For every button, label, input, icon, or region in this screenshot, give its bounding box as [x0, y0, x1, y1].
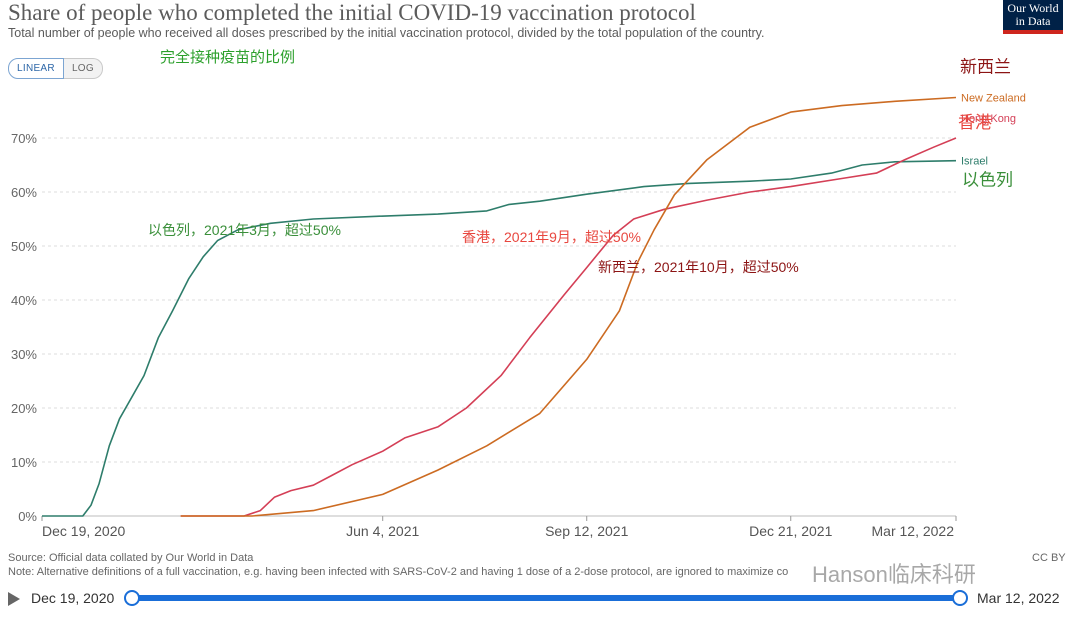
timeline: Dec 19, 2020 Mar 12, 2022: [0, 586, 1080, 612]
source-note: Source: Official data collated by Our Wo…: [8, 552, 254, 564]
line-chart: 0% 10% 20% 30% 40% 50% 60% 70% Dec 19, 2020 Jun …: [11, 58, 1026, 540]
play-icon[interactable]: [8, 592, 20, 606]
logo-line1: Our World: [1007, 1, 1059, 15]
hong-kong-cn-label: 香港: [958, 113, 992, 132]
annotation-text: 香港，2021年9月，超过50%: [462, 229, 641, 245]
y-tick-label: 30%: [11, 347, 37, 362]
gridlines: [42, 137, 956, 517]
timeline-track[interactable]: [132, 595, 960, 601]
chart-subtitle: Total number of people who received all …: [8, 26, 765, 40]
annotation-text: 以色列，2021年3月，超过50%: [148, 222, 341, 238]
license-link[interactable]: CC BY: [1032, 552, 1066, 564]
y-tick-label: 20%: [11, 401, 37, 416]
y-tick-label: 50%: [11, 239, 37, 254]
chinese-subtitle: 完全接种疫苗的比例: [160, 49, 296, 66]
owid-logo[interactable]: Our World in Data: [1003, 0, 1063, 34]
timeline-end-label: Mar 12, 2022: [977, 590, 1060, 606]
log-scale-button[interactable]: LOG: [63, 58, 103, 79]
israel-cn-label: 以色列: [962, 171, 1013, 190]
watermark: Hanson临床科研: [812, 562, 976, 587]
x-tick-label: Sep 12, 2021: [545, 523, 629, 539]
annotations: 以色列，2021年3月，超过50% 香港，2021年9月，超过50% 新西兰，202…: [148, 222, 799, 275]
y-tick-label: 0%: [18, 509, 37, 524]
annotation-text: 新西兰，2021年10月，超过50%: [598, 259, 799, 275]
timeline-start-label: Dec 19, 2020: [31, 590, 115, 606]
x-tick-label: Dec 21, 2021: [749, 523, 832, 539]
series-lines: [42, 96, 957, 517]
new-zealand-cn-label: 新西兰: [960, 58, 1011, 77]
y-tick-label: 70%: [11, 131, 37, 146]
y-tick-label: 10%: [11, 455, 37, 470]
x-tick-label: Mar 12, 2022: [872, 523, 955, 539]
y-axis-ticks: 0% 10% 20% 30% 40% 50% 60% 70%: [11, 131, 37, 524]
x-axis: Dec 19, 2020 Jun 4, 2021 Sep 12, 2021 Dec 2…: [41, 516, 957, 539]
timeline-start-handle[interactable]: [124, 590, 140, 606]
definition-note: Note: Alternative definitions of a full …: [8, 566, 789, 578]
x-tick-label: Dec 19, 2020: [42, 523, 125, 539]
linear-scale-button[interactable]: LINEAR: [8, 58, 64, 79]
y-tick-label: 40%: [11, 293, 37, 308]
y-tick-label: 60%: [11, 185, 37, 200]
hong-kong-line: [180, 137, 957, 517]
scale-toggle: LINEAR LOG: [8, 58, 103, 79]
new-zealand-label: New Zealand: [961, 93, 1026, 105]
logo-line2: in Data: [1015, 14, 1051, 28]
israel-label: Israel: [961, 156, 988, 168]
hong-kong-label: Hong Kong: [961, 113, 1016, 125]
x-tick-label: Jun 4, 2021: [346, 523, 419, 539]
israel-line: [42, 159, 957, 517]
new-zealand-line: [180, 96, 957, 517]
chart-title: Share of people who completed the initia…: [8, 0, 696, 25]
timeline-end-handle[interactable]: [952, 590, 968, 606]
